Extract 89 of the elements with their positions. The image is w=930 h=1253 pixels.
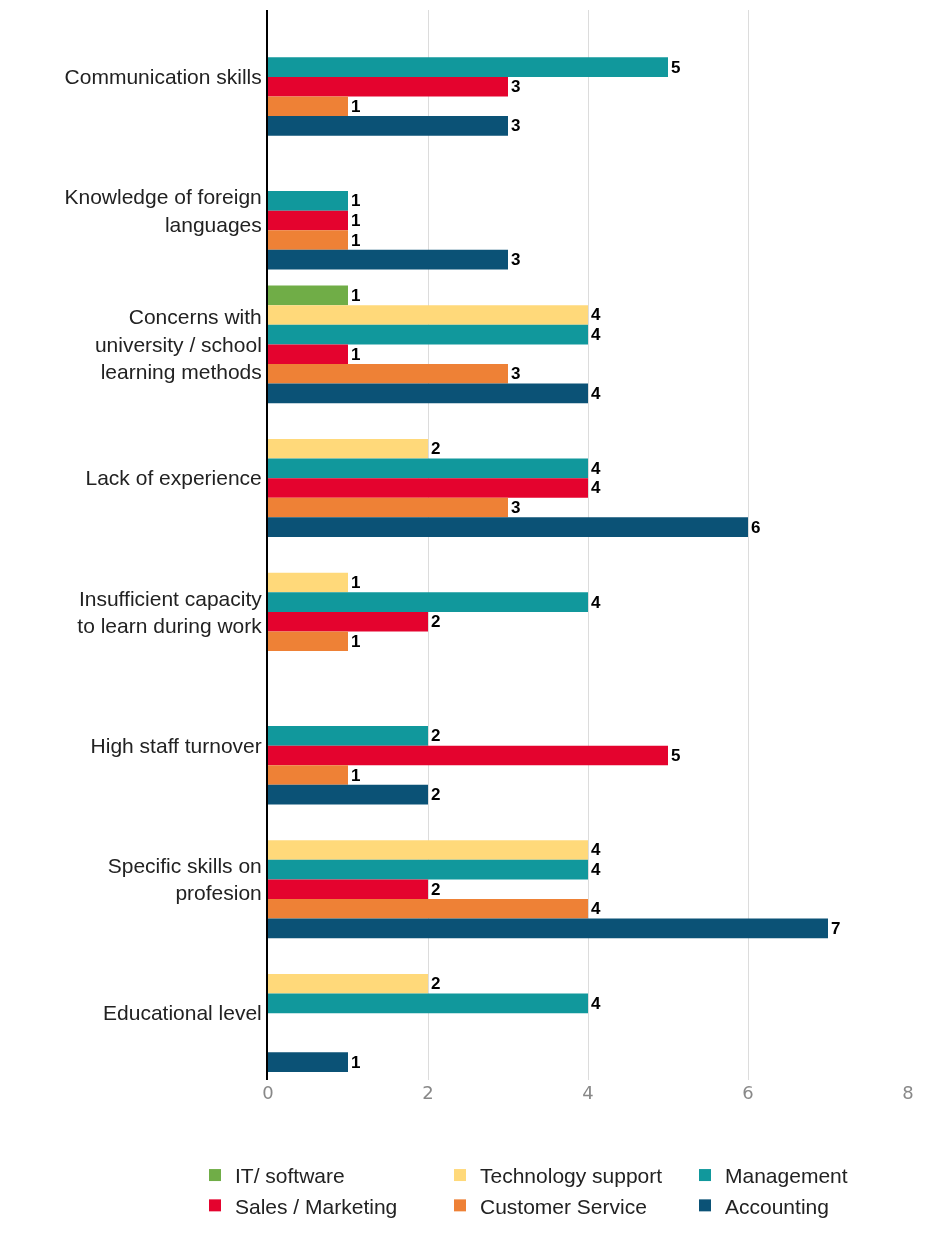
bar <box>268 765 348 785</box>
bar <box>268 344 348 364</box>
y-tick-label: Educational level <box>103 1001 262 1025</box>
y-tick-label: Insufficient capacity to learn during work <box>77 586 263 637</box>
bar <box>268 859 588 880</box>
data-label: 1 <box>351 765 361 785</box>
data-label: 3 <box>511 116 521 136</box>
bar <box>268 210 348 231</box>
bar <box>268 898 588 919</box>
x-tick-label: 4 <box>582 1082 594 1103</box>
bar <box>268 784 428 805</box>
bar <box>268 993 588 1014</box>
bar <box>268 191 348 211</box>
data-label: 4 <box>591 478 601 498</box>
data-label: 3 <box>511 364 521 384</box>
bar <box>268 57 668 77</box>
bar <box>268 249 508 270</box>
bar <box>268 478 588 498</box>
data-label: 3 <box>511 250 521 270</box>
bar <box>268 324 588 345</box>
bar <box>268 745 668 766</box>
bar <box>268 879 428 899</box>
data-label: 1 <box>351 285 361 305</box>
bar <box>268 572 348 593</box>
bar <box>268 305 588 325</box>
data-label: 1 <box>351 344 361 364</box>
data-label: 4 <box>591 840 601 860</box>
data-label: 4 <box>591 458 601 478</box>
bar <box>268 383 588 404</box>
data-label: 6 <box>751 517 761 537</box>
data-label: 4 <box>591 383 601 403</box>
y-tick-label: Lack of experience <box>85 466 262 490</box>
data-label: 4 <box>591 860 601 880</box>
data-label: 5 <box>671 57 681 77</box>
data-label: 2 <box>431 612 441 632</box>
x-tick-label: 2 <box>422 1082 434 1103</box>
x-tick-label: 8 <box>902 1082 914 1103</box>
data-label: 4 <box>591 993 601 1013</box>
data-label: 2 <box>431 974 441 994</box>
data-label: 7 <box>831 918 841 938</box>
bar <box>268 840 588 860</box>
bar <box>268 918 828 939</box>
bar <box>268 96 348 117</box>
data-label: 2 <box>431 785 441 805</box>
legend-label: IT/ software <box>235 1164 345 1188</box>
data-label: 1 <box>351 191 361 211</box>
bar <box>268 726 428 746</box>
legend-label: Customer Service <box>480 1194 647 1218</box>
y-tick-label: Concerns with university / school learning methods <box>94 305 262 384</box>
data-label: 3 <box>511 77 521 97</box>
bar <box>268 76 508 97</box>
bar <box>268 497 508 518</box>
data-label: 1 <box>351 631 361 651</box>
y-tick-label: High staff turnover <box>90 733 262 757</box>
legend-label: Accounting <box>725 1194 829 1218</box>
data-label: 2 <box>431 726 441 746</box>
data-label: 1 <box>351 1052 361 1072</box>
legend-label: Sales / Marketing <box>235 1194 398 1218</box>
bar <box>268 230 348 250</box>
data-label: 3 <box>511 498 521 518</box>
data-label: 1 <box>351 96 361 116</box>
bar <box>268 458 588 479</box>
data-label: 5 <box>671 745 681 765</box>
bar <box>268 611 428 632</box>
bar <box>268 973 428 994</box>
data-label: 1 <box>351 572 361 592</box>
bar <box>268 285 348 306</box>
data-label: 2 <box>431 879 441 899</box>
y-tick-label: Knowledge of foreign languages <box>64 185 262 236</box>
legend-label: Management <box>725 1164 848 1188</box>
data-label: 1 <box>351 230 361 250</box>
bar <box>268 1052 348 1072</box>
data-label: 1 <box>351 210 361 230</box>
bar <box>268 631 348 652</box>
x-tick-label: 0 <box>262 1082 274 1103</box>
data-label: 4 <box>591 899 601 919</box>
bar <box>268 592 588 612</box>
data-label: 4 <box>591 325 601 345</box>
data-label: 2 <box>431 439 441 459</box>
bar <box>268 116 508 136</box>
data-label: 4 <box>591 305 601 325</box>
bar <box>268 363 508 384</box>
data-label: 4 <box>591 592 601 612</box>
bar <box>268 438 428 459</box>
legend-label: Technology support <box>480 1164 663 1188</box>
x-tick-label: 6 <box>742 1082 754 1103</box>
y-tick-label: Communication skills <box>64 65 262 89</box>
bar <box>268 517 748 537</box>
y-tick-label: Specific skills on profesion <box>107 854 262 905</box>
